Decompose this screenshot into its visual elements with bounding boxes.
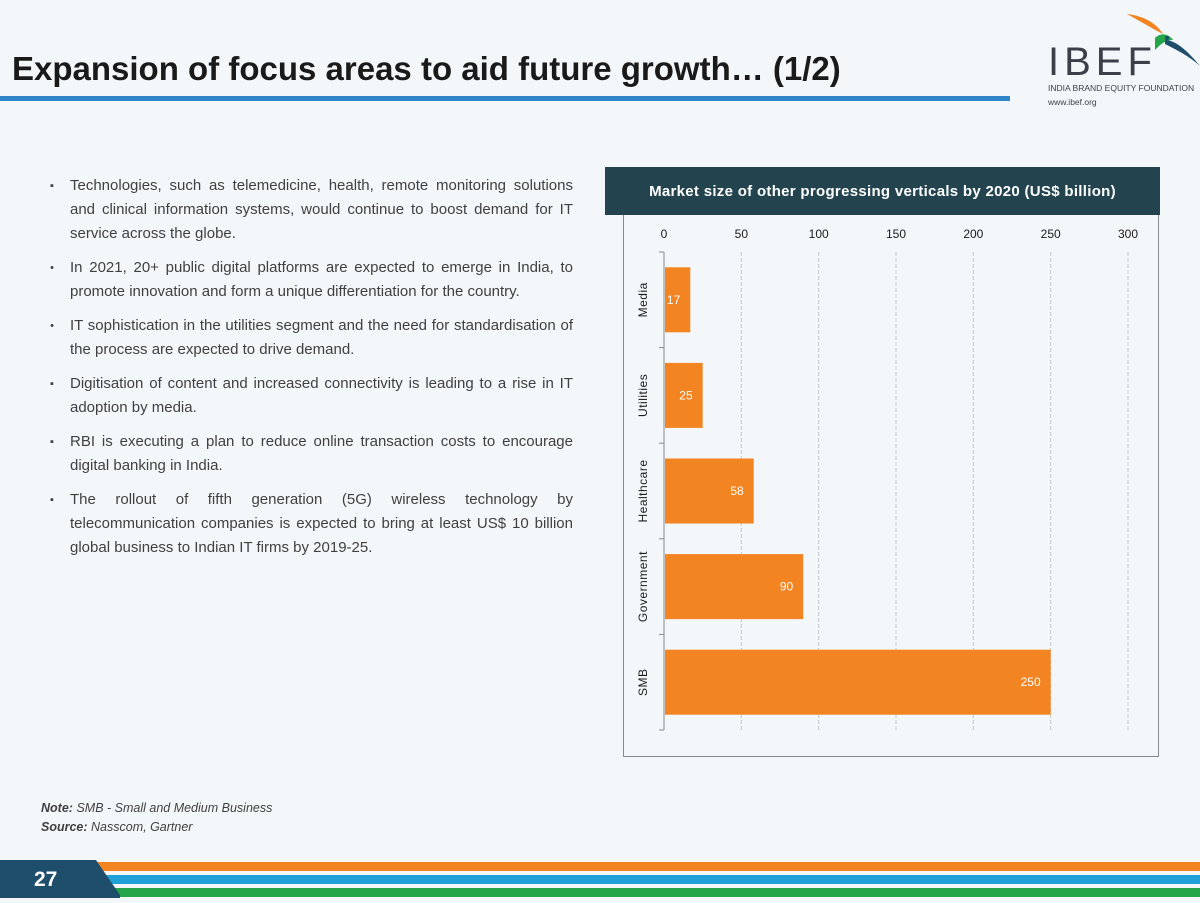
x-tick-label: 300 — [1118, 227, 1138, 241]
footer-stripe-blue — [96, 875, 1200, 884]
bullet-text: The rollout of fifth generation (5G) wir… — [70, 491, 573, 556]
page-badge-shape — [0, 860, 122, 898]
bullet-text: IT sophistication in the utilities segme… — [70, 317, 573, 358]
bullet-marker: ▪ — [50, 436, 54, 448]
bullet-text: Digitisation of content and increased co… — [70, 375, 573, 416]
category-label: Government — [636, 551, 650, 622]
bullet-marker: ▪ — [50, 180, 54, 192]
chart-title: Market size of other progressing vertica… — [605, 167, 1160, 215]
x-tick-label: 50 — [735, 227, 749, 241]
bullet-text: Technologies, such as telemedicine, heal… — [70, 177, 573, 242]
x-tick-label: 100 — [809, 227, 829, 241]
note-line: Note: SMB - Small and Medium Business — [41, 799, 272, 818]
logo-wordmark: IBEF — [1048, 40, 1157, 84]
bullet-item: ▪ The rollout of fifth generation (5G) wi… — [45, 488, 573, 560]
bar — [665, 362, 703, 428]
title-underline — [0, 96, 1010, 101]
bullet-item: ▪ RBI is executing a plan to reduce onlin… — [45, 430, 573, 478]
bar — [665, 458, 754, 524]
bullet-marker: ▪ — [50, 378, 54, 390]
x-tick-label: 150 — [886, 227, 906, 241]
data-label: 58 — [730, 484, 744, 498]
bird-logo-icon — [1127, 14, 1200, 66]
bullet-text: In 2021, 20+ public digital platforms ar… — [70, 259, 573, 300]
category-label: Utilities — [636, 374, 650, 417]
data-label: 90 — [780, 580, 794, 594]
bullet-list: ▪ Technologies, such as telemedicine, hea… — [45, 174, 573, 570]
note-label: Note: — [41, 801, 73, 815]
bullet-marker: • — [50, 262, 54, 274]
x-tick-label: 0 — [661, 227, 668, 241]
bullet-text: RBI is executing a plan to reduce online… — [70, 433, 573, 474]
footer-stripe-green — [96, 888, 1200, 897]
source-label: Source: — [41, 820, 88, 834]
bullet-item: ▪ Technologies, such as telemedicine, hea… — [45, 174, 573, 246]
bullet-marker: ▪ — [50, 494, 54, 506]
category-label: SMB — [636, 668, 650, 696]
footnote: Note: SMB - Small and Medium Business So… — [41, 799, 272, 837]
source-text: Nasscom, Gartner — [91, 820, 193, 834]
data-label: 25 — [679, 388, 693, 402]
bullet-marker: • — [50, 320, 54, 332]
ibef-logo: IBEF INDIA BRAND EQUITY FOUNDATION www.i… — [1040, 10, 1200, 107]
page-number: 27 — [34, 868, 58, 891]
logo-url[interactable]: www.ibef.org — [1048, 97, 1097, 107]
note-text: SMB - Small and Medium Business — [76, 801, 273, 815]
data-label: 17 — [667, 293, 681, 307]
logo-subtitle: INDIA BRAND EQUITY FOUNDATION — [1048, 83, 1195, 93]
bullet-item: • IT sophistication in the utilities segm… — [45, 314, 573, 362]
source-line: Source: Nasscom, Gartner — [41, 818, 272, 837]
bullet-item: • In 2021, 20+ public digital platforms a… — [45, 256, 573, 304]
x-tick-label: 200 — [963, 227, 983, 241]
bar — [665, 649, 1051, 715]
category-label: Healthcare — [636, 459, 650, 522]
bar — [665, 554, 804, 620]
category-label: Media — [636, 282, 650, 317]
page-number-badge: 27 — [0, 860, 122, 898]
x-tick-label: 250 — [1041, 227, 1061, 241]
page-title: Expansion of focus areas to aid future g… — [12, 50, 841, 87]
footer-stripe-orange — [96, 862, 1200, 871]
bullet-item: ▪ Digitisation of content and increased c… — [45, 372, 573, 420]
bar — [665, 267, 691, 333]
data-label: 250 — [1021, 675, 1041, 689]
